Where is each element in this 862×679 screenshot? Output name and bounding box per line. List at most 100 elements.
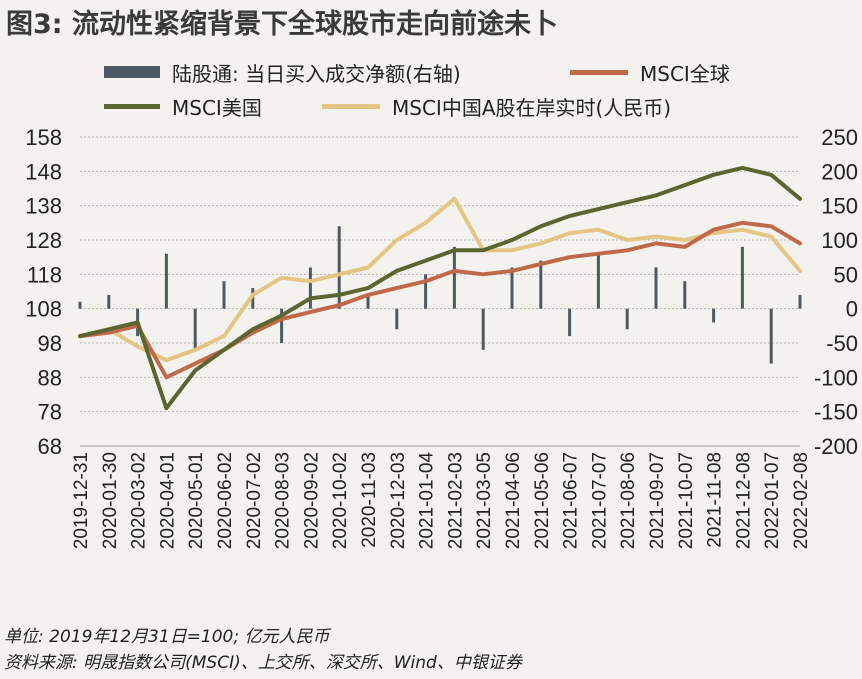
series-point: [193, 368, 197, 372]
series-point: [78, 334, 82, 338]
series-point: [510, 269, 514, 273]
legend-swatch-msci-world: [570, 70, 628, 75]
series-point: [625, 248, 629, 252]
bar-northbound: [683, 281, 687, 309]
x-tick-label: 2021-03-05: [474, 452, 495, 549]
bar-northbound: [740, 246, 744, 309]
series-point: [107, 331, 111, 335]
series-line: [78, 196, 802, 363]
bar-northbound: [769, 308, 773, 364]
y-right-tick-label: -150: [814, 400, 858, 425]
x-tick-label: 2021-04-06: [503, 452, 524, 549]
series-point: [539, 262, 543, 266]
series-point: [740, 228, 744, 232]
series-point: [366, 286, 370, 290]
series-point: [222, 334, 226, 338]
series-point: [337, 272, 341, 276]
x-tick-label: 2020-07-02: [244, 452, 265, 549]
x-tick-label: 2019-12-31: [71, 452, 92, 549]
series-point: [740, 221, 744, 225]
y-left-tick-label: 78: [38, 400, 62, 425]
series-point: [683, 238, 687, 242]
y-right-tick-label: -200: [814, 434, 858, 459]
x-tick-label: 2021-05-06: [532, 452, 553, 549]
series-point: [251, 327, 255, 331]
legend-label-msci-us: MSCI美国: [172, 96, 262, 120]
x-tick-label: 2021-02-03: [445, 452, 466, 549]
y-right-tick-label: 50: [834, 262, 858, 287]
bar-northbound: [395, 308, 399, 330]
y-right-tick-label: 250: [821, 125, 858, 150]
x-tick-label: 2020-04-01: [157, 452, 178, 549]
series-point: [625, 238, 629, 242]
x-tick-label: 2022-01-07: [762, 452, 783, 549]
x-tick-label: 2020-08-03: [273, 452, 294, 549]
x-tick-label: 2020-12-03: [388, 452, 409, 549]
series-point: [596, 252, 600, 256]
legend: 陆股通: 当日买入成交净额(右轴) MSCI全球 MSCI美国 MSCI中国A股…: [0, 0, 862, 130]
series-point: [654, 235, 658, 239]
series-point: [654, 193, 658, 197]
series-point: [193, 348, 197, 352]
y-right-tick-label: -50: [826, 331, 858, 356]
x-tick-label: 2022-02-08: [791, 452, 812, 549]
series-point: [280, 276, 284, 280]
x-tick-label: 2021-08-06: [618, 452, 639, 549]
series-point: [568, 214, 572, 218]
series-point: [424, 221, 428, 225]
series-point: [539, 241, 543, 245]
series-point: [164, 375, 168, 379]
x-tick-label: 2020-11-03: [359, 452, 380, 548]
series-point: [366, 293, 370, 297]
y-left-tick-label: 138: [25, 194, 62, 219]
x-tick-label: 2020-10-02: [330, 452, 351, 549]
series-point: [395, 269, 399, 273]
series-point: [596, 207, 600, 211]
series-point: [798, 269, 802, 273]
series-point: [769, 235, 773, 239]
legend-swatch-msci-china-a: [322, 104, 380, 109]
x-tick-label: 2021-10-07: [676, 452, 697, 549]
series-line: [78, 165, 802, 411]
series-point: [395, 286, 399, 290]
bar-northbound: [366, 294, 370, 309]
legend-label-msci-china-a: MSCI中国A股在岸实时(人民币): [392, 96, 672, 120]
legend-label-msci-world: MSCI全球: [640, 62, 730, 86]
x-tick-label: 2020-06-02: [215, 452, 236, 549]
series-point: [510, 238, 514, 242]
footnote-source: 资料来源: 明晟指数公司(MSCI)、上交所、深交所、Wind、中银证券: [4, 653, 522, 673]
y-right-tick-label: -100: [814, 365, 858, 390]
bar-northbound: [164, 253, 168, 309]
series-point: [337, 303, 341, 307]
series-point: [539, 224, 543, 228]
bar-northbound: [510, 267, 514, 309]
series-point: [164, 406, 168, 410]
y-left-tick-label: 88: [38, 365, 62, 390]
series-point: [164, 358, 168, 362]
bar-northbound: [798, 294, 802, 309]
bar-northbound: [654, 267, 658, 309]
series-point: [712, 173, 716, 177]
bar-northbound: [539, 260, 543, 309]
series-point: [452, 248, 456, 252]
bar-northbound: [424, 274, 428, 309]
series-point: [654, 241, 658, 245]
series-point: [107, 327, 111, 331]
chart-title: 图3: 流动性紧缩背景下全球股市走向前途未卜: [6, 9, 558, 40]
series-point: [222, 348, 226, 352]
x-tick-label: 2021-06-07: [561, 452, 582, 549]
y-left-tick-label: 68: [38, 434, 62, 459]
x-tick-label: 2020-01-30: [100, 452, 121, 549]
y-left-tick-label: 108: [25, 297, 62, 322]
bar-northbound: [280, 308, 284, 343]
bar-northbound: [625, 308, 629, 330]
series-point: [251, 293, 255, 297]
series-point: [308, 296, 312, 300]
x-tick-label: 2021-07-07: [589, 452, 610, 549]
y-left-tick-label: 148: [25, 159, 62, 184]
series-point: [769, 173, 773, 177]
x-tick-label: 2020-09-02: [301, 452, 322, 549]
bar-northbound: [712, 308, 716, 323]
series-point: [683, 183, 687, 187]
